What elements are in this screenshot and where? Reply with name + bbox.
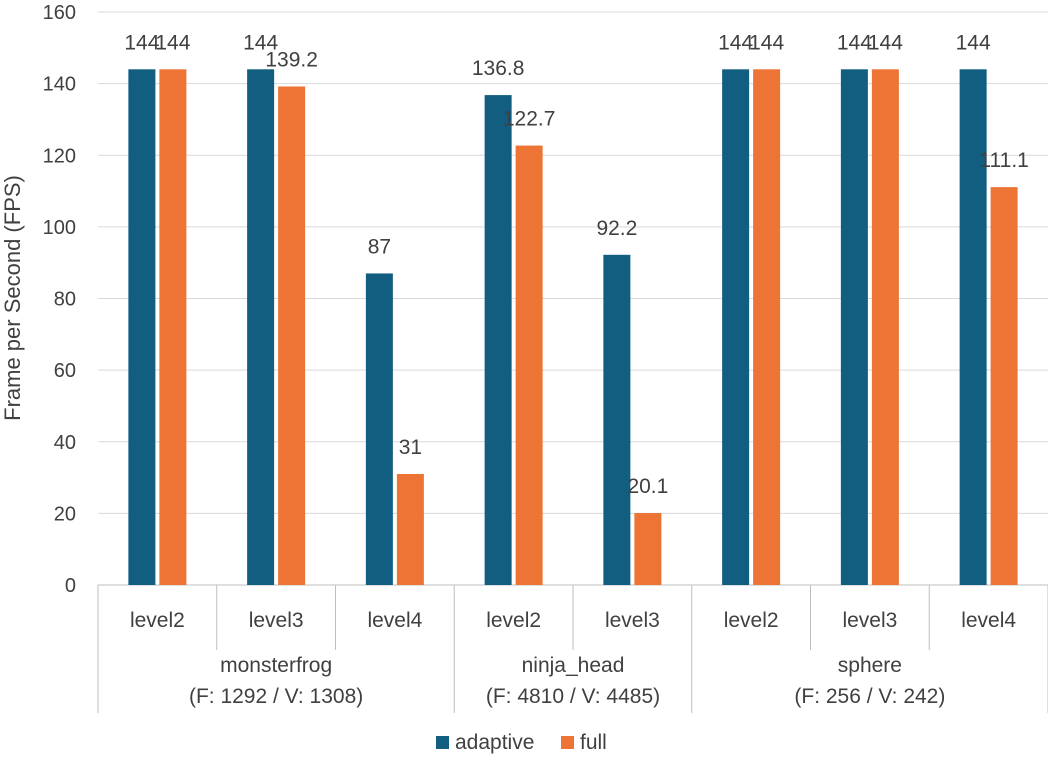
full-bar — [515, 145, 543, 585]
y-tick-label: 120 — [43, 145, 76, 167]
adaptive-value-label: 144 — [718, 31, 753, 54]
adaptive-bar — [484, 95, 512, 586]
gridlines — [98, 11, 1048, 514]
y-tick-label: 140 — [43, 74, 76, 96]
group-detail-label: (F: 1292 / V: 1308) — [189, 685, 363, 708]
legend-label-full: full — [580, 731, 607, 754]
full-bar — [159, 69, 187, 586]
category-label: level2 — [724, 609, 779, 632]
bars — [128, 69, 1018, 586]
group-label: sphere — [838, 654, 902, 677]
full-value-label: 20.1 — [627, 475, 668, 498]
adaptive-value-label: 144 — [124, 31, 159, 54]
adaptive-value-label: 144 — [956, 31, 991, 54]
full-bar — [871, 69, 899, 586]
adaptive-value-label: 144 — [837, 31, 872, 54]
group-detail-label: (F: 256 / V: 242) — [794, 685, 945, 708]
full-value-label: 144 — [155, 31, 190, 54]
full-bar — [753, 69, 781, 586]
category-label: level2 — [130, 609, 185, 632]
y-tick-label: 100 — [43, 217, 76, 239]
adaptive-bar — [722, 69, 750, 586]
group-label: monsterfrog — [220, 654, 332, 677]
y-tick-label: 60 — [54, 360, 76, 382]
adaptive-value-label: 92.2 — [596, 217, 637, 240]
category-label: level3 — [605, 609, 660, 632]
adaptive-value-label: 144 — [243, 31, 278, 54]
legend-label-adaptive: adaptive — [455, 731, 534, 754]
category-label: level3 — [842, 609, 897, 632]
y-axis-title: Frame per Second (FPS) — [0, 175, 25, 421]
full-value-label: 144 — [749, 31, 784, 54]
full-bar — [634, 513, 662, 585]
category-axis: level2 level3 level4 level2 level3 level2 leve… — [97, 585, 1048, 713]
group-detail-label: (F: 4810 / V: 4485) — [486, 685, 660, 708]
legend-swatch-adaptive — [436, 736, 449, 749]
full-value-label: 144 — [868, 31, 903, 54]
full-value-label: 122.7 — [503, 108, 556, 131]
category-label: level2 — [486, 609, 541, 632]
full-value-label: 139.2 — [265, 48, 318, 71]
adaptive-bar — [959, 69, 987, 586]
y-tick-label: 40 — [54, 432, 76, 454]
legend-swatch-full — [561, 736, 574, 749]
full-bar — [990, 187, 1018, 586]
y-tick-label: 0 — [65, 575, 76, 597]
y-tick-label: 20 — [54, 503, 76, 525]
y-tick-label: 160 — [43, 2, 76, 24]
adaptive-bar — [247, 69, 275, 586]
group-label: ninja_head — [522, 654, 625, 677]
legend: adaptive full — [436, 731, 607, 754]
adaptive-value-label: 87 — [368, 235, 391, 258]
full-value-label: 31 — [399, 436, 422, 459]
full-bar — [278, 86, 306, 586]
y-tick-label: 80 — [54, 289, 76, 311]
adaptive-bar — [603, 254, 631, 585]
category-label: level4 — [367, 609, 422, 632]
adaptive-value-label: 136.8 — [472, 57, 525, 80]
full-bar — [396, 473, 424, 585]
adaptive-bar — [128, 69, 156, 586]
category-label: level4 — [961, 609, 1016, 632]
full-value-label: 111.1 — [979, 149, 1028, 172]
adaptive-bar — [840, 69, 868, 586]
category-label: level3 — [249, 609, 304, 632]
adaptive-bar — [365, 273, 393, 585]
